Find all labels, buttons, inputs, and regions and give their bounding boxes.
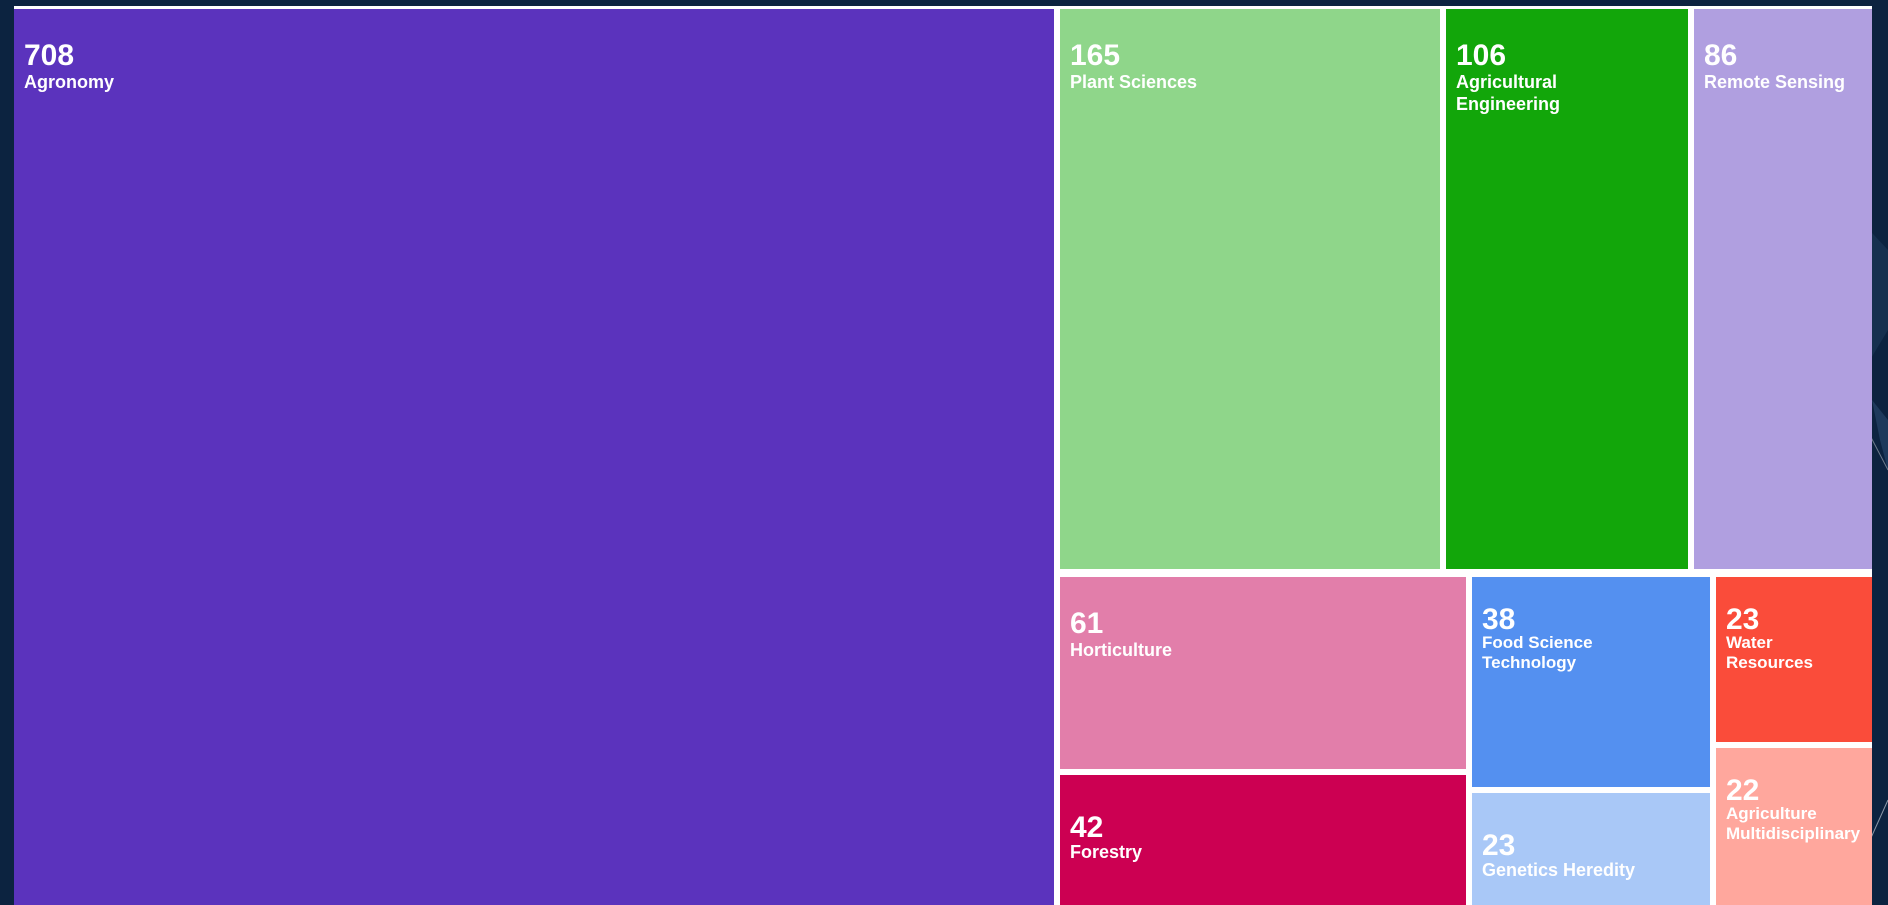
tile-value: 22 bbox=[1726, 774, 1760, 807]
tile-value: 165 bbox=[1070, 39, 1121, 72]
treemap-tile-remote-sensing[interactable]: 86 Remote Sensing bbox=[1694, 9, 1872, 569]
tile-label: Genetics Heredity bbox=[1482, 860, 1636, 880]
tile-value: 106 bbox=[1456, 39, 1507, 72]
tile-label: Remote Sensing bbox=[1704, 72, 1846, 92]
treemap-tile-horticulture[interactable]: 61 Horticulture bbox=[1060, 577, 1466, 769]
treemap-tile-water-resources[interactable]: 23 Water Resources bbox=[1716, 577, 1872, 742]
treemap-tile-agricultural-engineering[interactable]: 106 Agricultural Engineering bbox=[1446, 9, 1688, 569]
tile-value: 23 bbox=[1482, 829, 1516, 862]
treemap-tile-agriculture-multidisciplinary[interactable]: 22 Agriculture Multidisciplinary bbox=[1716, 748, 1872, 905]
treemap-chart: 708 Agronomy 165 Plant Sciences 106 Agri… bbox=[14, 6, 1872, 905]
tile-label: Agricultural Engineering bbox=[1456, 72, 1561, 114]
tile-value: 42 bbox=[1070, 811, 1104, 844]
tile-label: Agronomy bbox=[24, 72, 114, 92]
tile-label: Food Science Technology bbox=[1482, 633, 1593, 672]
tile-label: Forestry bbox=[1070, 842, 1143, 862]
tile-value: 86 bbox=[1704, 39, 1738, 72]
tile-value: 38 bbox=[1482, 603, 1516, 636]
tile-value: 61 bbox=[1070, 607, 1104, 640]
tile-value: 23 bbox=[1726, 603, 1760, 636]
tile-label: Horticulture bbox=[1070, 640, 1173, 660]
treemap-tile-forestry[interactable]: 42 Forestry bbox=[1060, 775, 1466, 905]
tile-label: Water Resources bbox=[1726, 633, 1813, 672]
tile-label: Plant Sciences bbox=[1070, 72, 1198, 92]
treemap-tile-agronomy[interactable]: 708 Agronomy bbox=[14, 9, 1054, 905]
treemap-tile-food-science-technology[interactable]: 38 Food Science Technology bbox=[1472, 577, 1710, 787]
tile-value: 708 bbox=[24, 39, 75, 72]
tile-label: Agriculture Multidisciplinary bbox=[1726, 804, 1861, 843]
treemap-tile-genetics-heredity[interactable]: 23 Genetics Heredity bbox=[1472, 793, 1710, 905]
treemap-tile-plant-sciences[interactable]: 165 Plant Sciences bbox=[1060, 9, 1440, 569]
